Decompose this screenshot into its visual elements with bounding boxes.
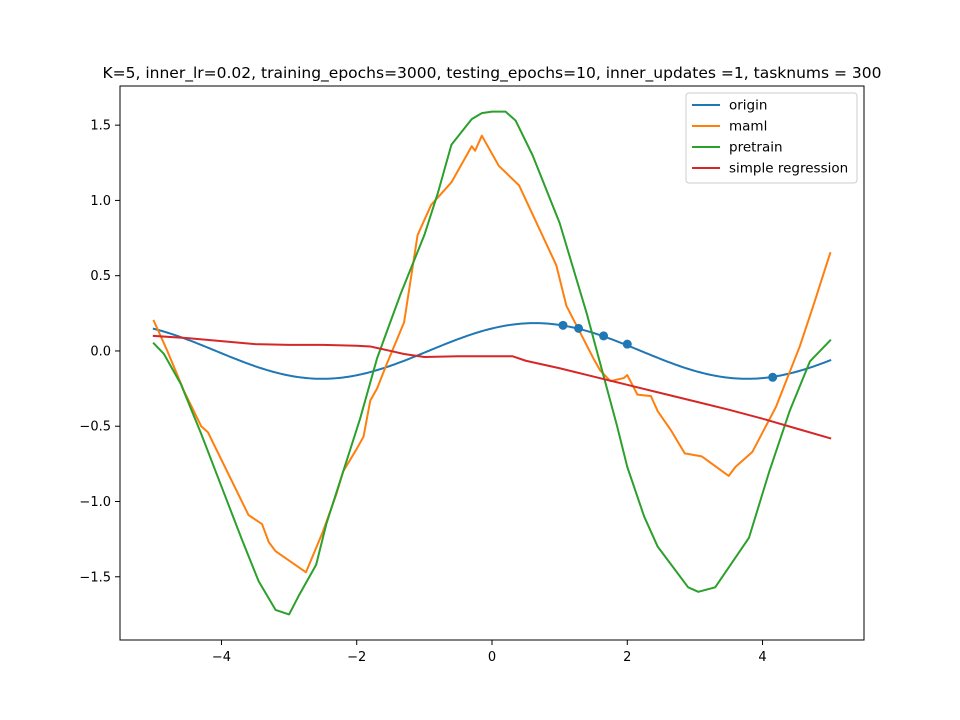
legend-label-pretrain: pretrain	[729, 140, 783, 156]
x-tick-label: −4	[212, 650, 231, 665]
y-tick-label: 1.5	[90, 119, 111, 134]
chart-title: K=5, inner_lr=0.02, training_epochs=3000…	[102, 64, 881, 83]
y-tick-label: −1.0	[79, 495, 111, 510]
series-line-maml	[152, 134, 832, 574]
x-tick-label: −2	[347, 650, 366, 665]
legend-label-origin: origin	[729, 98, 767, 114]
points-layer	[558, 320, 778, 382]
data-point	[574, 323, 584, 333]
y-tick-label: 0.5	[90, 269, 111, 284]
data-point	[768, 372, 778, 382]
series-line-origin	[152, 322, 832, 380]
legend-label-maml: maml	[729, 119, 767, 135]
y-tick-label: −1.5	[79, 570, 111, 585]
x-tick-label: 4	[758, 650, 766, 665]
x-tick-label: 2	[623, 650, 631, 665]
y-tick-label: −0.5	[79, 420, 111, 435]
data-point	[622, 339, 632, 349]
legend-label-simple-regression: simple regression	[729, 161, 848, 177]
series-line-simple-regression	[152, 334, 832, 440]
legend-box	[685, 92, 858, 184]
y-tick-label: 0.0	[90, 344, 111, 359]
legend: origin maml pretrain simple regression	[685, 92, 858, 184]
axes-layer: −4 −2 0 2 4 −1.5 −1.0 −0.5 0.0 0.5 1.0 1.5	[79, 85, 865, 665]
data-point	[599, 331, 609, 341]
series-line-pretrain	[152, 110, 832, 616]
lines-layer	[152, 110, 832, 616]
x-tick-label: 0	[488, 650, 496, 665]
data-point	[558, 320, 568, 330]
y-tick-label: 1.0	[90, 194, 111, 209]
